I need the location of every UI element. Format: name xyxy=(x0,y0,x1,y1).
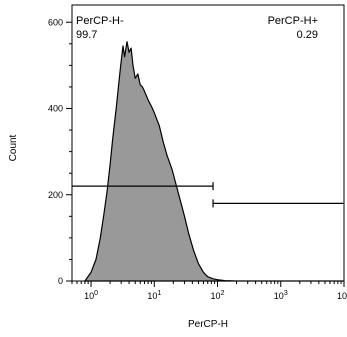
x-axis: 100 101 102 103 104 xyxy=(71,281,347,301)
gate-negative-name: PerCP-H- xyxy=(76,15,124,27)
x-tick-label: 101 xyxy=(147,290,161,301)
x-tick-label: 103 xyxy=(274,290,288,301)
y-tick-label: 0 xyxy=(58,276,63,286)
histogram-series xyxy=(84,41,345,282)
x-tick-label: 102 xyxy=(211,290,225,301)
x-tick-label: 104 xyxy=(337,290,347,301)
gate-negative[interactable] xyxy=(72,182,214,191)
gate-layer xyxy=(72,182,344,208)
gate-positive-value: 0.29 xyxy=(297,29,318,41)
gate-positive-name: PerCP-H+ xyxy=(268,15,318,27)
gate-positive[interactable] xyxy=(212,199,344,208)
y-tick-label: 200 xyxy=(48,190,63,200)
y-tick-label: 400 xyxy=(48,104,63,114)
gate-negative-value: 99.7 xyxy=(76,29,97,41)
x-axis-title: PerCP-H xyxy=(188,319,228,330)
y-tick-label: 600 xyxy=(48,17,63,27)
x-tick-label: 100 xyxy=(84,290,98,301)
y-axis: 0 200 400 600 xyxy=(48,17,72,286)
histogram-layer xyxy=(84,41,345,282)
y-axis-title: Count xyxy=(8,134,19,161)
